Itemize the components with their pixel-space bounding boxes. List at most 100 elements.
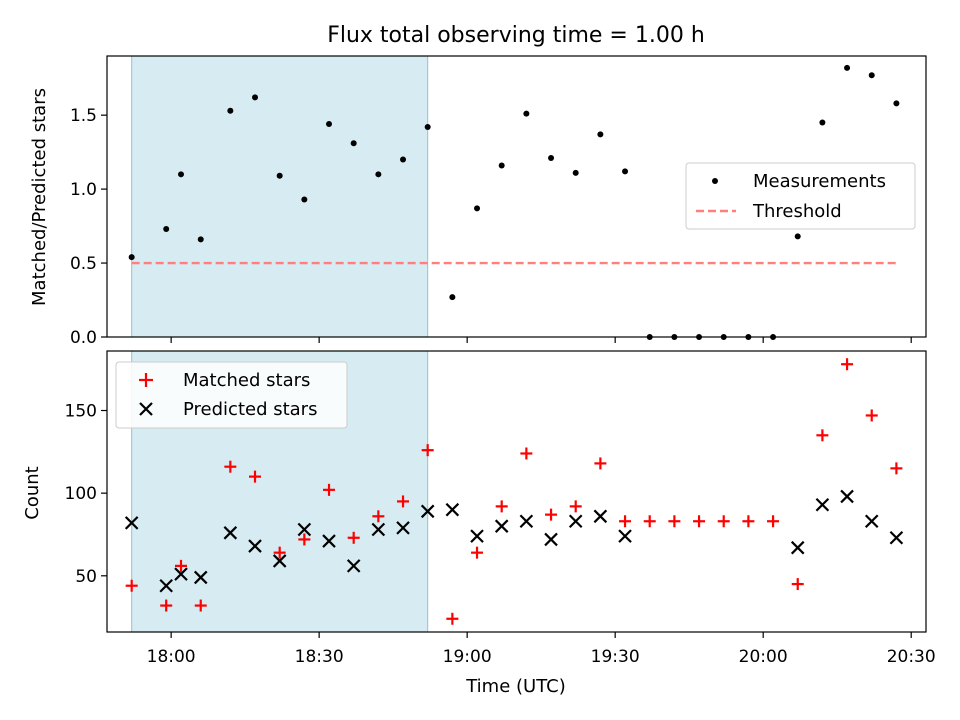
matched-star-point [471,546,484,559]
matched-star-point [569,500,582,513]
predicted-star-point [618,529,632,543]
predicted-star-point [193,570,208,585]
predicted-star-stroke-b [840,489,854,504]
predicted-star-stroke-b [297,522,312,537]
bottom-y-tick-label: 150 [65,402,97,422]
predicted-star-stroke-b [223,526,238,540]
predicted-star-point [790,540,805,555]
matched-star-point [495,500,508,513]
measurement-point [819,119,826,126]
predicted-star-point [159,578,173,593]
top-y-tick-label: 1.0 [70,180,97,200]
predicted-star-stroke-b [618,529,632,543]
measurement-point [227,107,234,114]
top-y-tick-label: 0.5 [70,254,97,274]
predicted-star-point [396,521,410,535]
measurement-point [548,155,555,162]
bottom-x-ticks: 18:00 18:30 19:00 19:30 20:00 20:30 [147,632,936,667]
measurement-point [572,169,579,176]
matched-star-point [791,578,804,591]
x-tick-label: 19:30 [591,647,640,667]
measurement-point [893,100,900,107]
matched-star-point [224,460,237,473]
matched-star-point [545,508,558,521]
matched-star-point [249,470,262,483]
measurement-point [622,168,629,175]
predicted-star-stroke-b [396,521,410,535]
x-tick-label: 20:30 [887,647,936,667]
predicted-star-point [568,514,583,529]
measurement-point [178,171,185,178]
matched-star-point [347,531,360,544]
measurement-point [868,72,875,79]
measurement-point [424,123,431,130]
predicted-star-point [346,559,361,573]
legend-matched-label: Matched stars [183,370,310,391]
top-y-axis-label: Matched/Predicted stars [29,88,50,306]
bottom-axes-frame [106,350,927,633]
matched-star-point [194,599,207,612]
measurement-point [276,172,283,179]
measurement-point [498,162,505,169]
top-legend-box [685,162,916,230]
matched-star-point [767,515,780,528]
matched-star-point [594,457,607,470]
top-shaded-region [131,55,429,338]
matched-star-point [125,579,138,592]
predicted-star-stroke-b [346,559,361,573]
matched-star-point [841,358,854,371]
matched-star-point [175,559,188,572]
predicted-star-point [371,522,386,537]
measurement-point [597,131,604,138]
bottom-y-tick-label: 100 [65,484,97,504]
top-x-ticks [170,337,912,343]
bottom-data-marks [124,358,904,625]
top-panel: 0.0 0.5 1.0 1.5 Matched/Predicted stars Mea… [29,55,927,348]
measurement-point [326,121,333,128]
predicted-star-stroke-b [420,504,435,519]
measurement-point [523,110,530,117]
legend-matched-marker [139,373,153,387]
x-tick-label: 18:00 [147,647,196,667]
matched-star-point [421,444,434,457]
predicted-star-point [840,489,854,504]
bottom-legend: Matched stars Predicted stars [115,361,348,429]
matched-star-point [619,515,632,528]
chart-title: Flux total observing time = 1.00 h [327,23,705,48]
predicted-star-stroke-b [889,531,904,545]
predicted-star-point [519,514,534,529]
predicted-star-stroke-b [864,514,879,529]
predicted-star-point [815,497,830,512]
top-legend: Measurements Threshold [685,162,916,230]
predicted-star-stroke-b [790,540,805,555]
x-tick-label: 20:00 [739,647,788,667]
measurement-point [375,171,382,178]
predicted-star-stroke-b [593,509,608,524]
predicted-star-point [223,526,238,540]
measurement-point [252,94,259,101]
predicted-star-stroke-b [248,539,262,553]
matched-star-point [890,462,903,475]
measurement-point [844,64,851,71]
top-y-ticks: 0.0 0.5 1.0 1.5 [70,106,107,348]
predicted-star-stroke-b [519,514,534,529]
predicted-star-point [864,514,879,529]
measurement-point [197,236,204,243]
predicted-star-point [322,534,336,548]
predicted-star-stroke-b [445,502,460,517]
predicted-star-stroke-b [371,522,386,537]
measurement-point [794,233,801,240]
predicted-star-point [272,554,287,568]
predicted-star-point [420,504,435,519]
predicted-star-stroke-b [193,570,208,585]
top-axes-frame [106,55,927,338]
predicted-star-stroke-b [470,529,484,543]
matched-star-point [397,495,410,508]
predicted-star-point [593,509,608,524]
matched-star-point [323,483,336,496]
legend-predicted-marker [139,402,153,416]
measurement-point [474,205,481,212]
matched-star-point [446,612,459,625]
